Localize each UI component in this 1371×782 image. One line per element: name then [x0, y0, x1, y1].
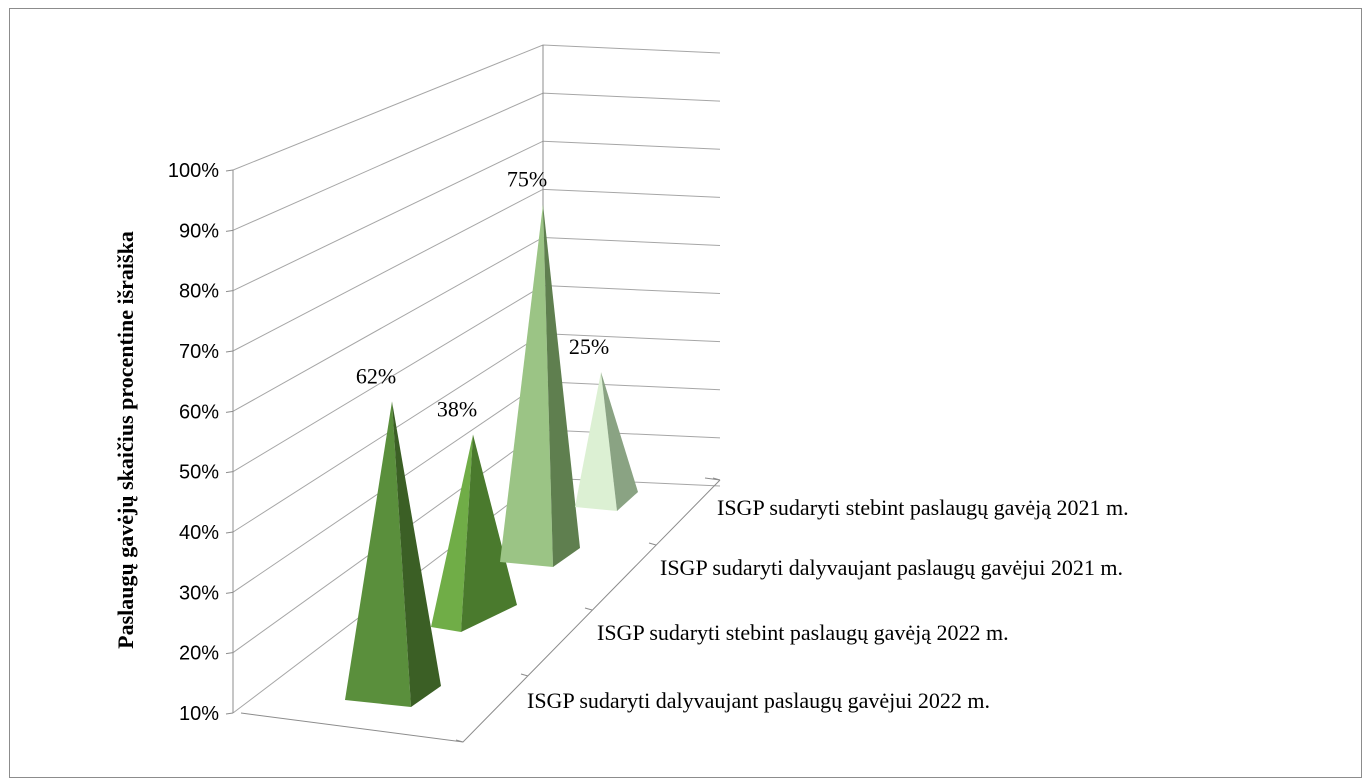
pyramid-front-face: [345, 401, 411, 707]
y-tick-label: 90%: [179, 220, 219, 242]
pyramid-bar: [345, 401, 441, 707]
chart-frame: [9, 8, 1362, 778]
x-tick-mark: [712, 477, 721, 481]
y-tick-mark: [225, 169, 234, 172]
category-label: ISGP sudaryti stebint paslaugų gavėją 20…: [597, 620, 1009, 645]
y-tick-label: 70%: [179, 341, 219, 363]
y-tick-label: 60%: [179, 401, 219, 423]
y-tick-mark: [225, 410, 234, 413]
pyramid-bar: [500, 204, 580, 567]
pyramid-side-face: [601, 372, 638, 511]
x-tick-mark: [584, 607, 593, 611]
gridline: [232, 92, 721, 231]
y-tick-mark: [225, 712, 234, 715]
category-label: ISGP sudaryti dalyvaujant paslaugų gavėj…: [527, 688, 990, 713]
y-tick-mark: [225, 531, 234, 534]
gridline: [232, 285, 721, 473]
pyramid-front-face: [500, 204, 553, 567]
y-tick-label: 30%: [179, 582, 219, 604]
x-tick-mark: [648, 542, 657, 546]
pyramid-side-face: [392, 401, 441, 707]
pyramid-front-face: [431, 434, 473, 632]
pyramid-front-face: [575, 372, 617, 511]
data-label: 75%: [507, 166, 547, 191]
pyramid-bar: [575, 372, 638, 511]
y-tick-mark: [225, 350, 234, 353]
y-tick-mark: [225, 471, 234, 474]
y-tick-label: 20%: [179, 643, 219, 665]
pyramid-bar: [431, 434, 517, 632]
y-tick-label: 50%: [179, 462, 219, 484]
category-label: ISGP sudaryti stebint paslaugų gavėją 20…: [717, 495, 1129, 520]
x-tick-mark: [455, 739, 464, 743]
gridline: [232, 236, 721, 412]
data-label: 38%: [437, 396, 477, 421]
pyramid-side-face: [461, 434, 517, 632]
y-tick-label: 100%: [168, 160, 219, 182]
pyramid-side-face: [543, 204, 580, 567]
y-tick-label: 10%: [179, 703, 219, 725]
y-tick-label: 40%: [179, 522, 219, 544]
data-labels: 62% 38% 75% 25%: [356, 166, 609, 421]
y-tick-mark: [225, 591, 234, 594]
y-tick-mark: [225, 229, 234, 232]
y-tick-labels: 10% 20% 30% 40% 50% 60% 70% 80% 90% 100%: [168, 160, 219, 725]
gridline: [232, 44, 721, 171]
gridline: [232, 188, 721, 352]
y-tick-mark: [225, 652, 234, 655]
data-label: 62%: [356, 363, 396, 388]
data-label: 25%: [569, 334, 609, 359]
y-tick-label: 80%: [179, 281, 219, 303]
category-labels: ISGP sudaryti dalyvaujant paslaugų gavėj…: [527, 495, 1129, 713]
y-tick-mark: [225, 290, 234, 293]
y-axis-title: Paslaugų gavėjų skaičius procentine išra…: [113, 231, 138, 649]
bars: [345, 204, 638, 707]
x-tick-mark: [520, 673, 529, 677]
category-label: ISGP sudaryti dalyvaujant paslaugų gavėj…: [660, 555, 1123, 580]
gridline: [232, 140, 721, 292]
